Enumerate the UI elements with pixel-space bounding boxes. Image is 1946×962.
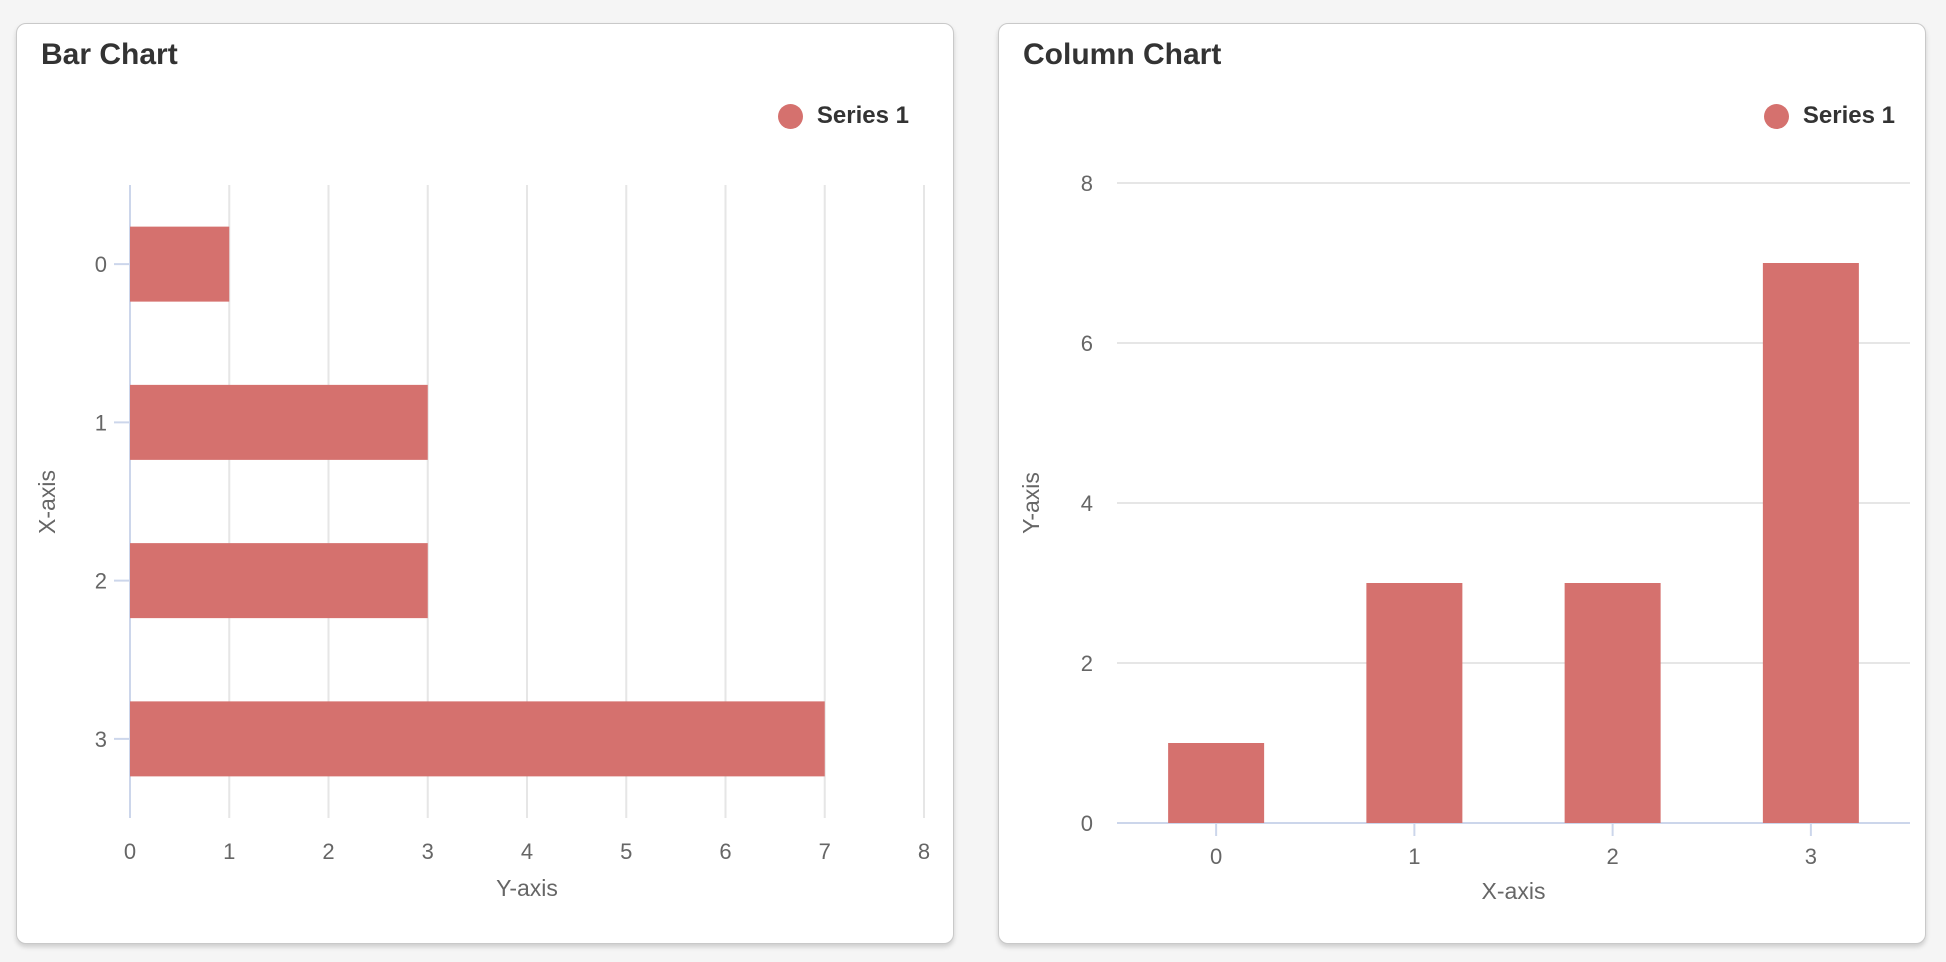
column-chart-card: Column Chart Series 1 0 2 4 6 8 0 1 2 3 X-axis Y-a…: [998, 23, 1926, 944]
bar[interactable]: [130, 701, 825, 777]
value-tick-label: 2: [1081, 651, 1093, 676]
value-tick-label: 7: [819, 839, 831, 864]
legend-marker-icon: [777, 103, 803, 129]
category-tick-label: 1: [1408, 844, 1420, 869]
column-chart-svg: 0 2 4 6 8 0 1 2 3 X-axis Y-axis: [1018, 171, 1910, 904]
legend-label: Series 1: [1802, 102, 1895, 129]
bar[interactable]: [130, 226, 230, 302]
value-axis-title: Y-axis: [1018, 472, 1044, 534]
bar[interactable]: [1564, 583, 1661, 823]
chart-title: Bar Chart: [41, 38, 178, 71]
value-tick-label: 8: [1081, 171, 1093, 196]
value-tick-label: 0: [124, 839, 136, 864]
category-axis-title: X-axis: [1482, 878, 1546, 904]
category-tick-label: 0: [1210, 844, 1222, 869]
value-tick-label: 1: [223, 839, 235, 864]
category-tick-label: 2: [1607, 844, 1619, 869]
value-tick-label: 6: [1081, 331, 1093, 356]
legend-marker-icon: [1763, 103, 1789, 129]
value-tick-label: 4: [521, 839, 533, 864]
category-tick-label: 0: [95, 252, 107, 277]
bar[interactable]: [1762, 263, 1859, 823]
value-tick-label: 2: [322, 839, 334, 864]
bar[interactable]: [1168, 743, 1265, 823]
value-tick-label: 3: [422, 839, 434, 864]
bar[interactable]: [130, 543, 428, 619]
bar[interactable]: [1366, 583, 1463, 823]
legend-item-series1[interactable]: Series 1: [777, 102, 909, 130]
value-tick-label: 8: [918, 839, 930, 864]
category-tick-label: 3: [1805, 844, 1817, 869]
value-tick-label: 6: [719, 839, 731, 864]
category-axis-title: X-axis: [34, 470, 60, 534]
bar-chart-card: Bar Chart Series 1 0 1 2 3 4 5 6 7 8 0 1 2 3 Y-axis X-…: [16, 23, 954, 944]
value-tick-label: 0: [1081, 811, 1093, 836]
bar[interactable]: [130, 384, 428, 460]
value-axis-title: Y-axis: [496, 875, 558, 901]
category-tick-label: 2: [95, 569, 107, 594]
category-tick-label: 1: [95, 410, 107, 435]
legend-label: Series 1: [816, 102, 909, 129]
value-tick-label: 5: [620, 839, 632, 864]
bar-chart-svg: 0 1 2 3 4 5 6 7 8 0 1 2 3 Y-axis X-axis: [34, 185, 930, 901]
legend-item-series1[interactable]: Series 1: [1763, 102, 1895, 130]
category-tick-label: 3: [95, 727, 107, 752]
chart-title: Column Chart: [1023, 38, 1222, 71]
value-tick-label: 4: [1081, 491, 1093, 516]
